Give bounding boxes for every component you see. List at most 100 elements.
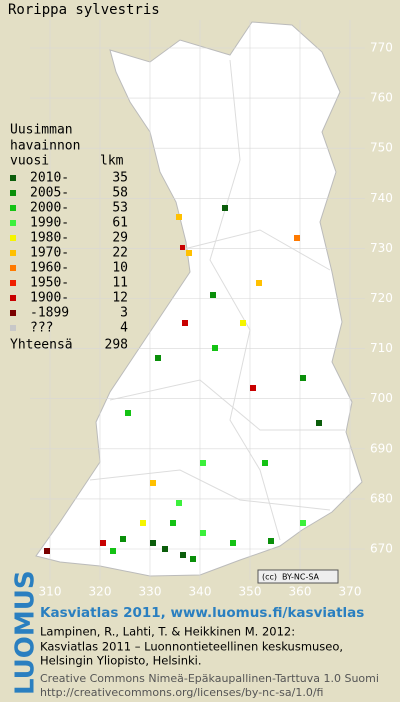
license-line: http://creativecommons.org/licenses/by-n… — [40, 686, 323, 699]
license-badge-text: BY-NC-SA — [282, 573, 320, 582]
y-tick-label: 730 — [370, 241, 393, 255]
legend-count: 11 — [112, 276, 128, 291]
legend-label: 2010- — [30, 171, 69, 186]
legend-swatch — [10, 175, 16, 181]
citation-line: Lampinen, R., Lahti, T. & Heikkinen M. 2… — [40, 625, 295, 639]
x-tick-label: 310 — [39, 585, 62, 599]
square — [120, 536, 126, 542]
square — [186, 250, 192, 256]
legend-count: 35 — [112, 171, 128, 186]
legend-swatch — [10, 190, 16, 196]
legend-label: 1970- — [30, 246, 69, 261]
square — [200, 530, 206, 536]
citation-line: Helsingin Yliopisto, Helsinki. — [40, 654, 202, 668]
square — [240, 320, 246, 326]
legend-label: ??? — [30, 321, 53, 336]
square — [110, 548, 116, 554]
legend-count: 53 — [112, 201, 128, 216]
legend-total-label: Yhteensä — [10, 338, 73, 353]
square — [180, 245, 185, 250]
finland-outline — [35, 21, 363, 577]
y-tick-label: 770 — [370, 41, 393, 55]
square — [300, 520, 306, 526]
legend-count-header: lkm — [100, 154, 124, 169]
legend-label: 1980- — [30, 231, 69, 246]
legend-label: 1900- — [30, 291, 69, 306]
legend-label: 2000- — [30, 201, 69, 216]
square — [170, 520, 176, 526]
x-tick-label: 340 — [189, 585, 212, 599]
square — [44, 548, 50, 554]
cc-icon: (cc) — [262, 573, 277, 582]
license-line: Creative Commons Nimeä-Epäkaupallinen-Ta… — [40, 672, 379, 685]
legend-swatch — [10, 205, 16, 211]
square — [200, 460, 206, 466]
square — [250, 385, 256, 391]
square — [212, 345, 218, 351]
legend-label: 1990- — [30, 216, 69, 231]
legend-year-header: vuosi — [10, 154, 49, 169]
square — [316, 420, 322, 426]
x-tick-label: 320 — [89, 585, 112, 599]
legend-swatch — [10, 265, 16, 271]
y-tick-label: 710 — [370, 341, 393, 355]
legend-header: havainnon — [10, 139, 80, 154]
square — [210, 292, 216, 298]
legend-label: 1960- — [30, 261, 69, 276]
square — [294, 235, 300, 241]
legend-label: 1950- — [30, 276, 69, 291]
legend-swatch — [10, 235, 16, 241]
square — [176, 214, 182, 220]
square — [176, 500, 182, 506]
legend-count: 12 — [112, 291, 128, 306]
title: Rorippa sylvestris — [8, 2, 160, 18]
y-tick-label: 680 — [370, 491, 393, 505]
square — [222, 205, 228, 211]
square — [140, 520, 146, 526]
legend-swatch — [10, 220, 16, 226]
square — [256, 280, 262, 286]
legend-label: -1899 — [30, 306, 69, 321]
observation-squares — [44, 205, 322, 562]
y-tick-label: 760 — [370, 91, 393, 105]
x-tick-label: 330 — [139, 585, 162, 599]
legend-total: 298 — [105, 338, 128, 353]
square — [182, 320, 188, 326]
square — [125, 410, 131, 416]
legend-swatch — [10, 310, 16, 316]
square — [230, 540, 236, 546]
legend-header: Uusimman — [10, 123, 73, 138]
y-tick-label: 740 — [370, 191, 393, 205]
square — [190, 556, 196, 562]
footer-headline: Kasviatlas 2011, www.luomus.fi/kasviatla… — [40, 605, 364, 621]
legend-swatch — [10, 325, 16, 331]
legend-swatch — [10, 280, 16, 286]
square — [268, 538, 274, 544]
square — [300, 375, 306, 381]
y-tick-label: 690 — [370, 441, 393, 455]
square — [262, 460, 268, 466]
square — [180, 552, 186, 558]
square — [155, 355, 161, 361]
citation-line: Kasviatlas 2011 – Luonnontieteellinen ke… — [40, 640, 343, 654]
legend-count: 3 — [120, 306, 128, 321]
legend-swatch — [10, 295, 16, 301]
square — [150, 540, 156, 546]
y-tick-label: 750 — [370, 141, 393, 155]
x-tick-label: 370 — [339, 585, 362, 599]
x-tick-label: 350 — [239, 585, 262, 599]
legend-count: 10 — [112, 261, 128, 276]
y-tick-label: 700 — [370, 391, 393, 405]
legend-count: 61 — [112, 216, 128, 231]
y-tick-label: 720 — [370, 291, 393, 305]
legend-label: 2005- — [30, 186, 69, 201]
logo: LUOMUS — [11, 570, 41, 695]
square — [100, 540, 106, 546]
square — [150, 480, 156, 486]
square — [162, 546, 168, 552]
legend-count: 4 — [120, 321, 128, 336]
y-tick-label: 670 — [370, 542, 393, 556]
legend-count: 29 — [112, 231, 128, 246]
